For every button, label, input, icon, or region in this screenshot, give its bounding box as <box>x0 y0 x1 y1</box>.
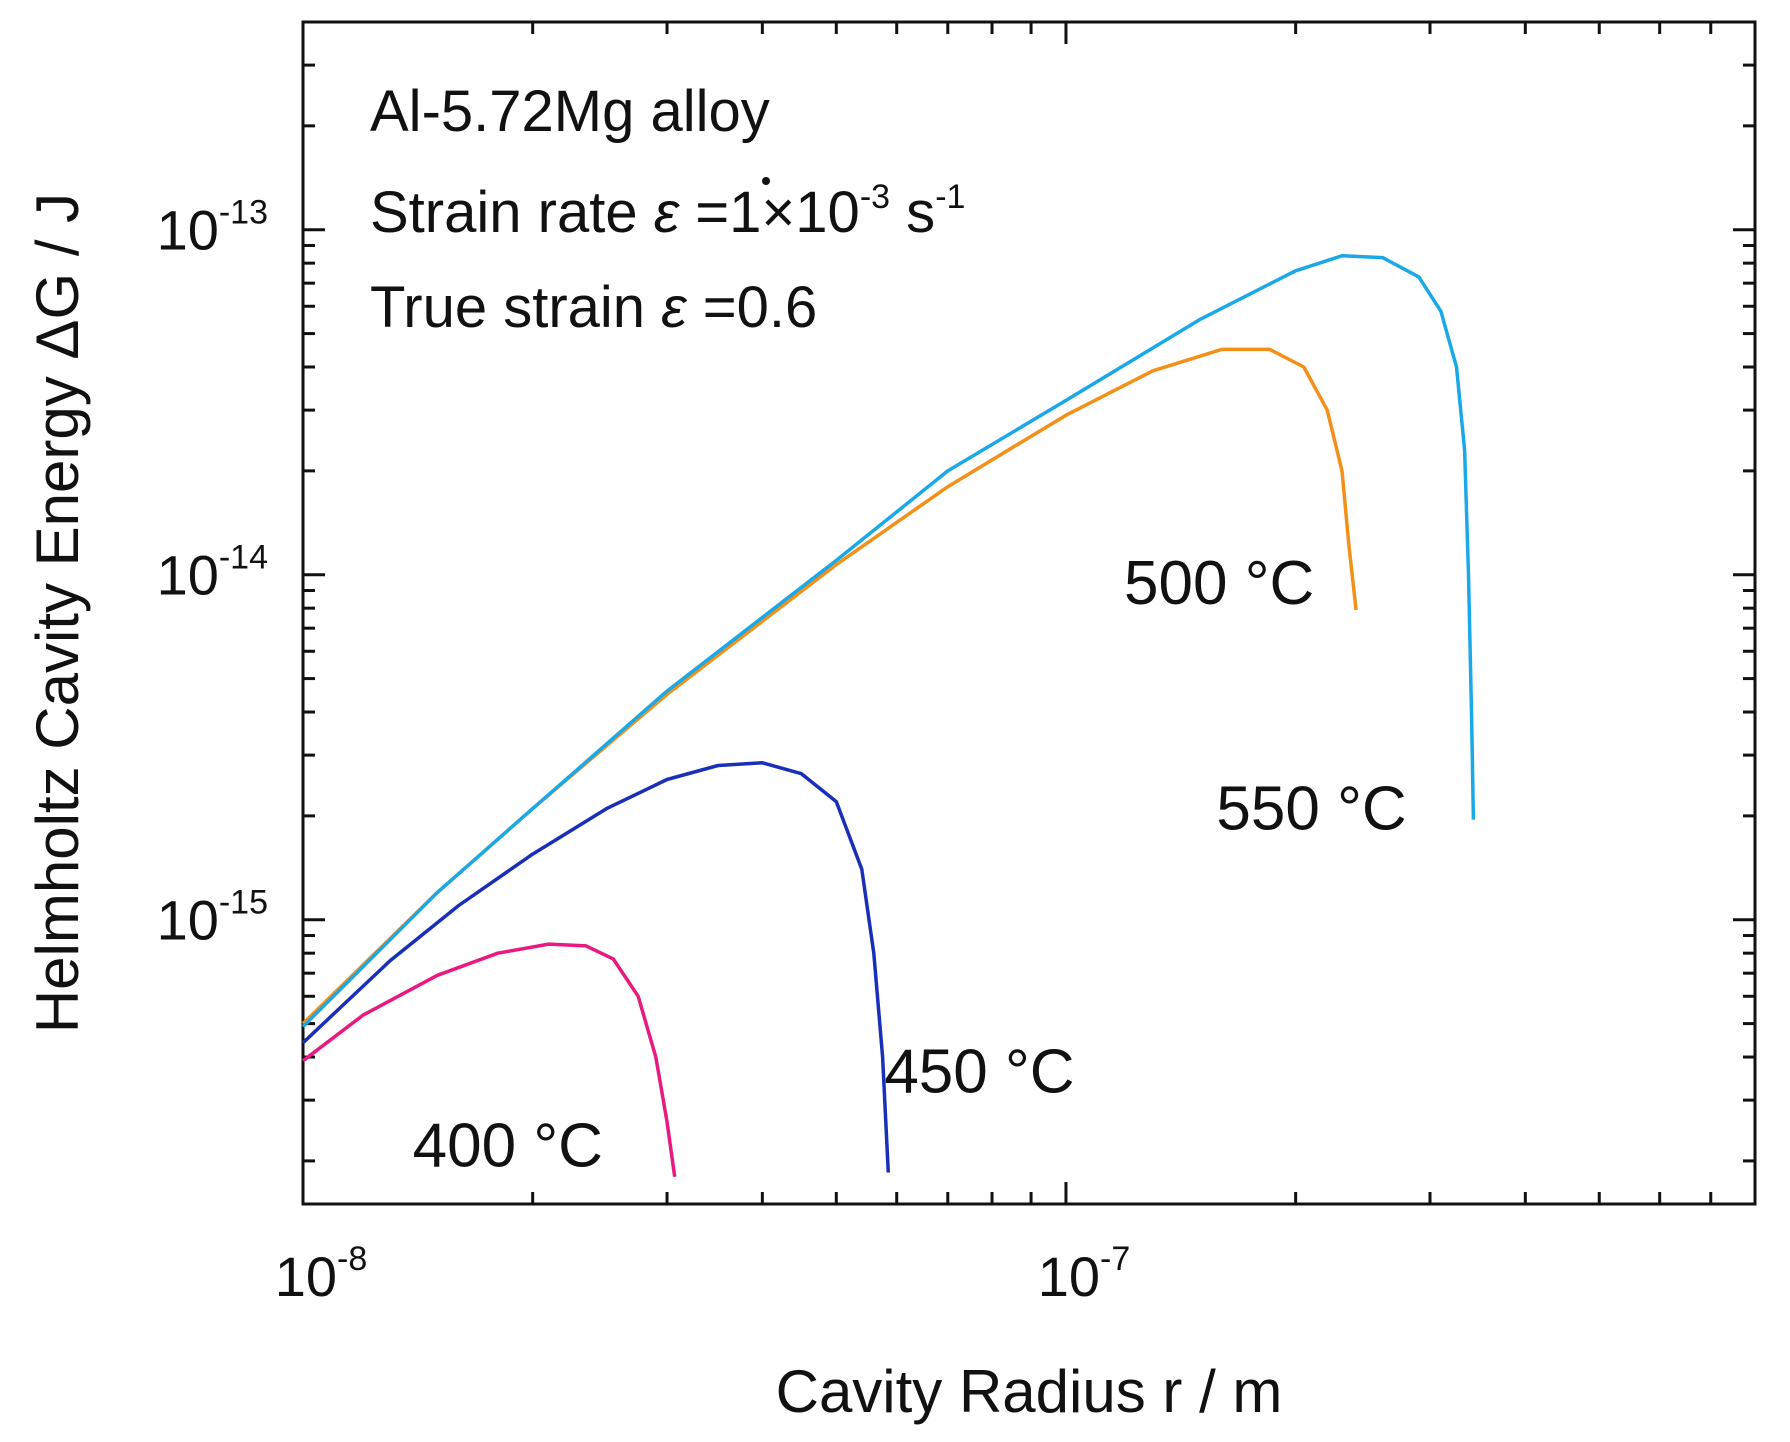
series-line-3 <box>301 254 1476 1028</box>
true-strain-eq: =0.6 <box>687 275 818 340</box>
true-strain-prefix: True strain <box>370 275 661 340</box>
y-tick-label: 10-14 <box>157 539 268 607</box>
x-tick-label: 10-8 <box>275 1240 368 1308</box>
y-tick-label: 10-13 <box>157 194 268 262</box>
annotation-alloy: Al-5.72Mg alloy <box>370 79 770 144</box>
y-tick-label-base: 10 <box>157 199 219 262</box>
strain-rate-dot <box>762 177 770 185</box>
series-labels: 400 °C 450 °C 500 °C 550 °C <box>413 549 1407 1181</box>
annotation-block: Al-5.72Mg alloy Strain rate ε =1×10-3 s-… <box>370 79 965 340</box>
y-tick-label: 10-15 <box>157 884 268 952</box>
y-tick-label-exp: -15 <box>219 884 268 922</box>
strain-rate-symbol: ε <box>654 180 681 245</box>
strain-rate-eq: =1×10 <box>679 180 860 245</box>
x-axis-title: Cavity Radius r / m <box>776 1358 1283 1425</box>
x-tick-label-base: 10 <box>275 1245 337 1308</box>
y-axis-title: Helmholtz Cavity Energy ΔG / J <box>24 193 91 1033</box>
y-tick-label-exp: -14 <box>219 539 268 577</box>
x-tick-label-exp: -7 <box>1100 1240 1130 1278</box>
x-tick-label-base: 10 <box>1038 1245 1100 1308</box>
plot-frame <box>301 20 1757 1206</box>
strain-rate-exp2: -1 <box>935 178 965 216</box>
y-tick-label-exp: -13 <box>219 194 268 232</box>
axis-ticks <box>301 20 1757 1204</box>
x-tick-label: 10-7 <box>1038 1240 1131 1308</box>
series-line-0 <box>301 942 677 1177</box>
annotation-true-strain: True strain ε =0.6 <box>370 275 817 340</box>
strain-rate-exp1: -3 <box>860 178 890 216</box>
y-tick-label-base: 10 <box>157 544 219 607</box>
series-group <box>301 254 1476 1177</box>
series-line-2 <box>301 347 1358 1025</box>
series-label-3: 550 °C <box>1216 775 1406 844</box>
series-label-0: 400 °C <box>413 1112 603 1181</box>
series-line-1 <box>301 761 891 1173</box>
x-tick-label-exp: -8 <box>337 1240 367 1278</box>
strain-rate-prefix: Strain rate <box>370 180 654 245</box>
annotation-strain-rate: Strain rate ε =1×10-3 s-1 <box>370 178 965 245</box>
series-label-2: 500 °C <box>1124 549 1314 618</box>
strain-rate-unit: s <box>890 180 935 245</box>
series-label-1: 450 °C <box>884 1038 1074 1107</box>
y-tick-label-base: 10 <box>157 889 219 952</box>
true-strain-symbol: ε <box>661 275 688 340</box>
